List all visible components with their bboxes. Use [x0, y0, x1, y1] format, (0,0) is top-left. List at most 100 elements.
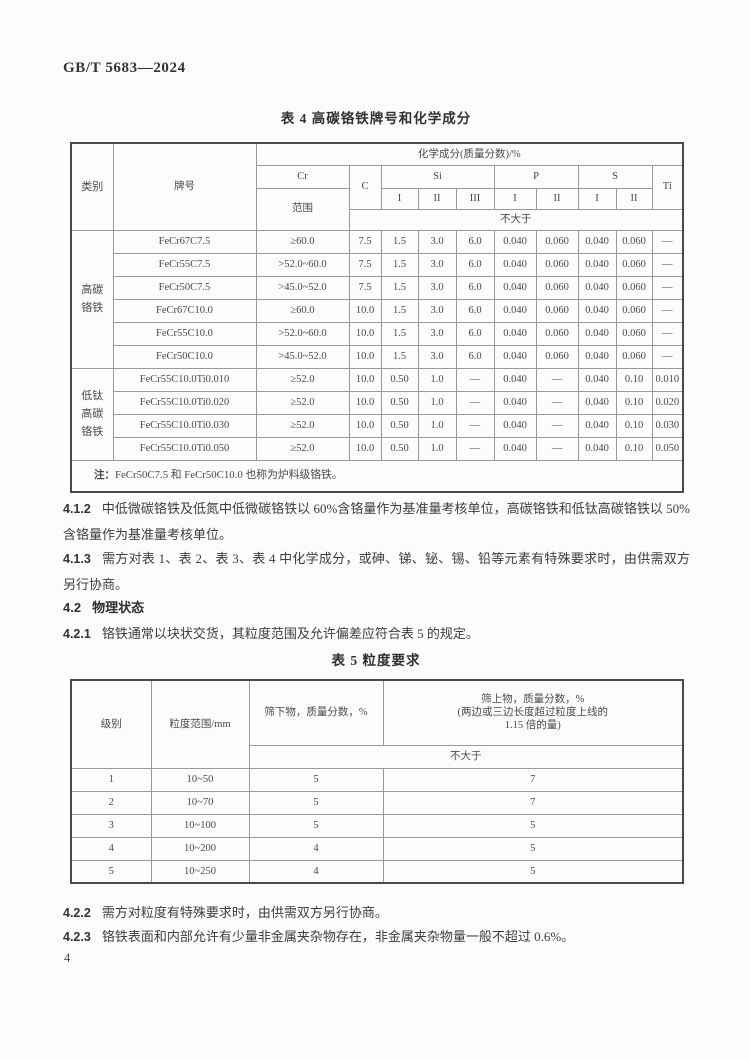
table-cell: 0.040: [577, 321, 617, 346]
table-cell: —: [455, 367, 495, 392]
table-cell: 5: [248, 813, 384, 838]
table-cell: 0.010: [651, 367, 684, 392]
table-cell: 0.060: [615, 252, 653, 277]
t4-grade-cell: FeCr55C10.0Ti0.020: [112, 390, 257, 415]
clause-text: 需方对表 1、表 2、表 3、表 4 中化学成分，或砷、锑、铋、锡、铅等元素有特…: [63, 551, 690, 592]
table-cell: 0.50: [380, 413, 419, 438]
t5-header-oversize: 筛上物，质量分数，% (两边或三边长度超过粒度上线的 1.15 倍的量): [382, 679, 684, 746]
t4-grade-cell: FeCr55C7.5: [112, 252, 257, 277]
table-cell: 0.10: [615, 390, 653, 415]
t4-grade-cell: FeCr55C10.0Ti0.030: [112, 413, 257, 438]
clause-text: 需方对粒度有特殊要求时，由供需双方另行协商。: [101, 905, 388, 920]
table-cell: 3.0: [417, 229, 457, 254]
table-cell: 0.060: [615, 298, 653, 323]
section-number: 4.2: [63, 600, 82, 615]
table-cell: 0.060: [615, 344, 653, 369]
table-row: FeCr55C7.5 >52.0~60.0 7.5 1.5 3.0 6.0 0.…: [71, 252, 684, 277]
table-cell: 7: [382, 767, 684, 792]
table-cell: 0.050: [651, 436, 684, 461]
table-cell: 1.5: [380, 321, 419, 346]
section-title: 物理状态: [92, 600, 145, 615]
clause-number: 4.1.2: [63, 502, 91, 516]
table4-chemical-composition: 类别 牌号 化学成分(质量分数)/% Cr C Si P S Ti 范围 I I…: [70, 142, 685, 493]
table-cell: 0.060: [535, 321, 579, 346]
table-cell: 0.060: [535, 229, 579, 254]
table-row: 4 10~200 4 5: [70, 836, 684, 861]
t4-grade-cell: FeCr67C10.0: [112, 298, 257, 323]
table-cell: 0.50: [380, 436, 419, 461]
table-cell: 5: [248, 767, 384, 792]
clause-4-2-3: 4.2.3 铬铁表面和内部允许有少量非金属夹杂物存在，非金属夹杂物量一般不超过 0…: [63, 924, 690, 950]
clause-number: 4.2.3: [63, 930, 91, 944]
table-row: 低钛 高碳 铬铁 FeCr55C10.0Ti0.010 ≥52.0 10.0 0…: [70, 367, 684, 461]
table-cell: 0.040: [493, 436, 537, 461]
table-row: 1 10~50 5 7: [70, 767, 684, 792]
table-cell: 3.0: [417, 275, 457, 300]
table-cell: 7.5: [348, 252, 382, 277]
table-cell: 0.060: [615, 321, 653, 346]
table-cell: —: [651, 298, 684, 323]
t4-header-category: 类别: [70, 142, 114, 231]
table-cell: ≥52.0: [255, 367, 350, 392]
t4-header-chem: 化学成分(质量分数)/%: [255, 142, 684, 166]
table-cell: —: [535, 413, 579, 438]
table-cell: ≥60.0: [255, 298, 350, 323]
t4-grade-cell: FeCr55C10.0Ti0.010: [112, 367, 257, 392]
clause-number: 4.2.1: [63, 627, 91, 641]
table-cell: 10.0: [348, 390, 382, 415]
table-row: FeCr50C10.0 >45.0~52.0 10.0 1.5 3.0 6.0 …: [71, 344, 684, 369]
table-cell: 0.040: [577, 413, 617, 438]
table-row: 2 10~70 5 7: [70, 790, 684, 815]
table-cell: 0.040: [493, 229, 537, 254]
table-cell: 0.040: [493, 275, 537, 300]
table-cell: 0.040: [493, 390, 537, 415]
table-cell: 1.0: [417, 436, 457, 461]
table-cell: 0.040: [577, 390, 617, 415]
table-cell: 0.10: [615, 436, 653, 461]
table-cell: 6.0: [455, 321, 495, 346]
table-cell: 0.040: [577, 275, 617, 300]
section-4-2-heading: 4.2 物理状态: [63, 597, 144, 616]
table-cell: 1.5: [380, 229, 419, 254]
table-cell: 3.0: [417, 344, 457, 369]
table-cell: 0.040: [493, 298, 537, 323]
table-cell: —: [651, 252, 684, 277]
table-cell: 10.0: [348, 436, 382, 461]
table-cell: 0.060: [615, 275, 653, 300]
table4-caption: 表 4 高碳铬铁牌号和化学成分: [280, 111, 472, 126]
t4-grade-cell: FeCr50C7.5: [112, 275, 257, 300]
table-cell: 1.5: [380, 298, 419, 323]
table-cell: ≥60.0: [255, 229, 350, 254]
table-cell: —: [455, 413, 495, 438]
table-row: FeCr55C10.0Ti0.020 ≥52.0 10.0 0.50 1.0 —…: [71, 390, 684, 415]
table-cell: 0.020: [651, 390, 684, 415]
t4-header-si: Si: [380, 164, 495, 189]
table-cell: 10.0: [348, 367, 382, 392]
table-cell: 0.50: [380, 390, 419, 415]
t5-header-undersize: 筛下物，质量分数，%: [248, 679, 384, 746]
t4-group-high-carbon: 高碳 铬铁: [70, 229, 114, 369]
table-cell: 0.060: [535, 252, 579, 277]
t4-header-p-i: I: [493, 187, 537, 210]
table-cell: —: [651, 344, 684, 369]
table5-caption: 表 5 粒度要求: [331, 653, 421, 668]
table-cell: 7: [382, 790, 684, 815]
table-cell: 1: [70, 767, 152, 792]
table-cell: —: [535, 367, 579, 392]
table-cell: 10.0: [348, 344, 382, 369]
standard-number-header: GB/T 5683—2024: [63, 60, 186, 76]
table-cell: —: [535, 436, 579, 461]
t4-header-cr: Cr: [255, 164, 350, 189]
table-cell: 10~100: [150, 813, 250, 838]
table-cell: 0.040: [577, 367, 617, 392]
table-cell: ≥52.0: [255, 436, 350, 461]
t4-header-not-greater: 不大于: [348, 208, 684, 231]
table-cell: 2: [70, 790, 152, 815]
table-cell: 10~50: [150, 767, 250, 792]
table-cell: 0.040: [577, 252, 617, 277]
t4-grade-cell: FeCr67C7.5: [112, 229, 257, 254]
t4-note: 注：FeCr50C7.5 和 FeCr50C10.0 也称为炉料级铬铁。: [70, 459, 684, 493]
table-cell: 10~200: [150, 836, 250, 861]
table-row: 3 10~100 5 5: [70, 813, 684, 838]
table-cell: 0.060: [535, 344, 579, 369]
